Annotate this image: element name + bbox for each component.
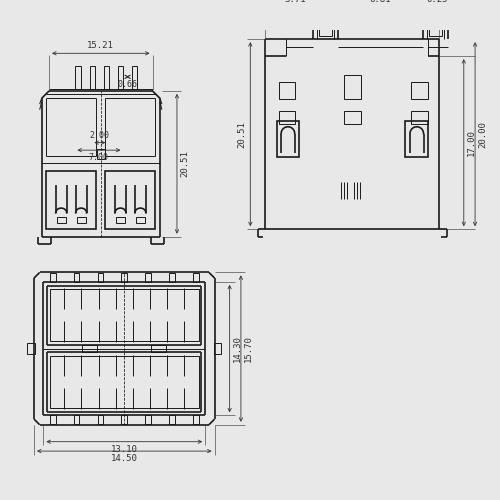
Bar: [344, 110, 361, 124]
Bar: [97, 149, 104, 158]
Bar: [411, 110, 428, 124]
Bar: [344, 75, 361, 100]
Bar: [98, 416, 103, 424]
Text: 3.71: 3.71: [284, 0, 306, 4]
Bar: [118, 66, 124, 89]
Bar: [76, 218, 86, 223]
Text: 14.50: 14.50: [111, 454, 138, 463]
Bar: [318, 23, 332, 36]
Bar: [82, 345, 97, 352]
Bar: [146, 274, 151, 282]
Bar: [76, 66, 81, 89]
Text: 7.00: 7.00: [89, 153, 109, 162]
Bar: [50, 416, 56, 424]
Bar: [46, 171, 96, 229]
Bar: [98, 274, 103, 282]
Bar: [411, 82, 428, 100]
Text: 2.00: 2.00: [90, 131, 110, 140]
Bar: [90, 66, 95, 89]
Bar: [278, 82, 295, 100]
Bar: [122, 416, 127, 424]
Bar: [74, 416, 80, 424]
Text: 13.10: 13.10: [111, 444, 138, 454]
Bar: [276, 121, 299, 156]
Bar: [406, 121, 428, 156]
Text: 15.21: 15.21: [88, 40, 114, 50]
Bar: [106, 171, 156, 229]
Bar: [74, 274, 80, 282]
Bar: [50, 356, 199, 408]
Text: 20.00: 20.00: [478, 120, 487, 148]
Text: 0.25: 0.25: [426, 0, 448, 4]
Bar: [136, 218, 145, 223]
Bar: [56, 218, 66, 223]
Bar: [116, 218, 125, 223]
Text: 20.51: 20.51: [238, 120, 246, 148]
Text: 0.66: 0.66: [118, 80, 138, 88]
Text: 14.30: 14.30: [232, 335, 241, 362]
Bar: [146, 416, 151, 424]
Bar: [169, 274, 175, 282]
Text: 17.00: 17.00: [466, 129, 475, 156]
Bar: [50, 290, 199, 341]
Bar: [28, 343, 35, 354]
Bar: [50, 274, 56, 282]
Bar: [169, 416, 175, 424]
Bar: [150, 345, 166, 352]
Bar: [214, 343, 221, 354]
Bar: [428, 23, 442, 36]
Bar: [193, 416, 198, 424]
Text: 6.81: 6.81: [370, 0, 391, 4]
Bar: [132, 66, 138, 89]
Bar: [278, 110, 295, 124]
Bar: [104, 66, 110, 89]
Bar: [193, 274, 198, 282]
Bar: [122, 274, 127, 282]
Text: 15.70: 15.70: [244, 335, 252, 362]
Text: 20.51: 20.51: [180, 150, 190, 177]
